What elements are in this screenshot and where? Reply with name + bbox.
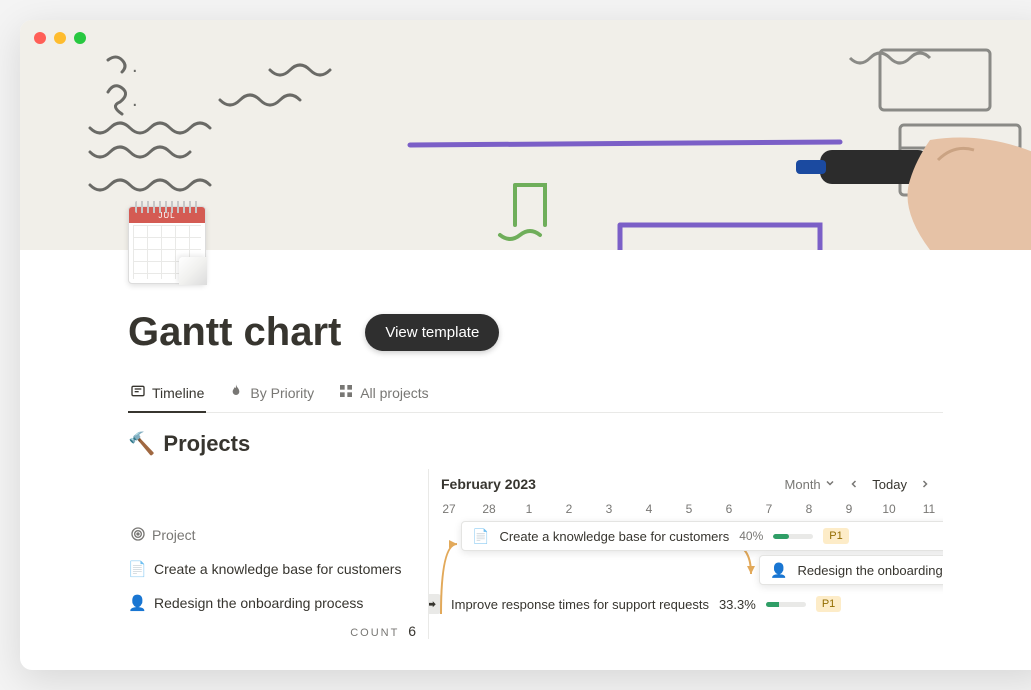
granularity-selector[interactable]: Month xyxy=(785,477,837,492)
date-tick: 6 xyxy=(709,502,749,516)
grid-icon xyxy=(338,383,354,402)
window-controls xyxy=(34,32,86,44)
tab-label: All projects xyxy=(360,385,428,401)
project-row[interactable]: 👤 Redesign the onboarding process xyxy=(128,585,428,619)
timeline-icon xyxy=(130,383,146,402)
column-header-label: Project xyxy=(152,527,196,543)
target-icon xyxy=(130,526,146,545)
page-title[interactable]: Gantt chart xyxy=(128,310,341,355)
date-tick: 8 xyxy=(789,502,829,516)
task-progress-bar xyxy=(773,534,813,539)
date-tick: 28 xyxy=(469,502,509,516)
timeline-column: February 2023 Month Today 27281234567891… xyxy=(428,469,943,639)
project-name: Redesign the onboarding process xyxy=(154,595,363,611)
section-emoji: 🔨 xyxy=(128,431,155,457)
task-percent: 33.3% xyxy=(719,597,756,612)
task-card[interactable]: 👤Redesign the onboarding process75% xyxy=(759,555,943,585)
task-percent: 40% xyxy=(739,529,763,543)
task-icon: 👤 xyxy=(770,562,787,579)
tab-all-projects[interactable]: All projects xyxy=(336,375,430,412)
date-axis: 272812345678910111213 xyxy=(429,499,943,519)
tab-label: By Priority xyxy=(250,385,314,401)
date-tick: 5 xyxy=(669,502,709,516)
date-tick: 2 xyxy=(549,502,589,516)
task-name: Improve response times for support reque… xyxy=(451,597,709,612)
page-icon[interactable]: JUL xyxy=(128,206,206,284)
arrow-right-icon: ➡ xyxy=(428,594,441,614)
calendar-icon-header: JUL xyxy=(129,207,205,223)
prev-period-button[interactable] xyxy=(848,478,860,490)
view-template-button[interactable]: View template xyxy=(365,314,499,351)
minimize-window-button[interactable] xyxy=(54,32,66,44)
project-column-header[interactable]: Project xyxy=(128,519,428,551)
project-name: Create a knowledge base for customers xyxy=(154,561,401,577)
timeline-body[interactable]: 📄 Create a knowledge base for customers 40… xyxy=(429,519,943,639)
today-button[interactable]: Today xyxy=(872,477,907,492)
date-tick: 27 xyxy=(429,502,469,516)
project-list-column: Project 📄 Create a knowledge base for cu… xyxy=(128,469,428,639)
granularity-label: Month xyxy=(785,477,821,492)
tab-timeline[interactable]: Timeline xyxy=(128,375,206,412)
count-value: 6 xyxy=(408,623,416,639)
tab-by-priority[interactable]: By Priority xyxy=(226,375,316,412)
task-card[interactable]: 📄 Create a knowledge base for customers 40… xyxy=(461,521,943,551)
svg-text:.: . xyxy=(132,89,138,111)
date-tick: 3 xyxy=(589,502,629,516)
timeline-month-label: February 2023 xyxy=(441,476,536,492)
flame-icon xyxy=(228,383,244,402)
person-icon: 👤 xyxy=(128,594,146,612)
task-icon: 📄 xyxy=(472,528,489,545)
task-row[interactable]: ➡ Improve response times for support requ… xyxy=(428,589,841,619)
view-tabs: Timeline By Priority All projects xyxy=(128,375,943,413)
chevron-down-icon xyxy=(824,477,836,489)
date-tick: 4 xyxy=(629,502,669,516)
count-label: COUNT xyxy=(350,627,399,639)
page-icon: 📄 xyxy=(128,560,146,578)
project-row[interactable]: 📄 Create a knowledge base for customers xyxy=(128,551,428,585)
task-progress-bar xyxy=(766,602,806,607)
maximize-window-button[interactable] xyxy=(74,32,86,44)
row-count: COUNT 6 xyxy=(128,623,428,639)
date-tick: 1 xyxy=(509,502,549,516)
priority-pill: P1 xyxy=(816,596,841,612)
priority-pill: P1 xyxy=(823,528,848,544)
section-title: Projects xyxy=(163,431,250,457)
task-name: Redesign the onboarding process xyxy=(797,563,943,578)
date-tick: 11 xyxy=(909,502,943,516)
app-window: . . xyxy=(20,20,1031,670)
section-header: 🔨 Projects xyxy=(128,431,943,457)
next-period-button[interactable] xyxy=(919,478,931,490)
date-tick: 10 xyxy=(869,502,909,516)
task-name: Create a knowledge base for customers xyxy=(499,529,729,544)
date-tick: 9 xyxy=(829,502,869,516)
date-tick: 7 xyxy=(749,502,789,516)
close-window-button[interactable] xyxy=(34,32,46,44)
tab-label: Timeline xyxy=(152,385,204,401)
gantt-view: Project 📄 Create a knowledge base for cu… xyxy=(128,469,943,639)
svg-text:.: . xyxy=(132,55,138,77)
